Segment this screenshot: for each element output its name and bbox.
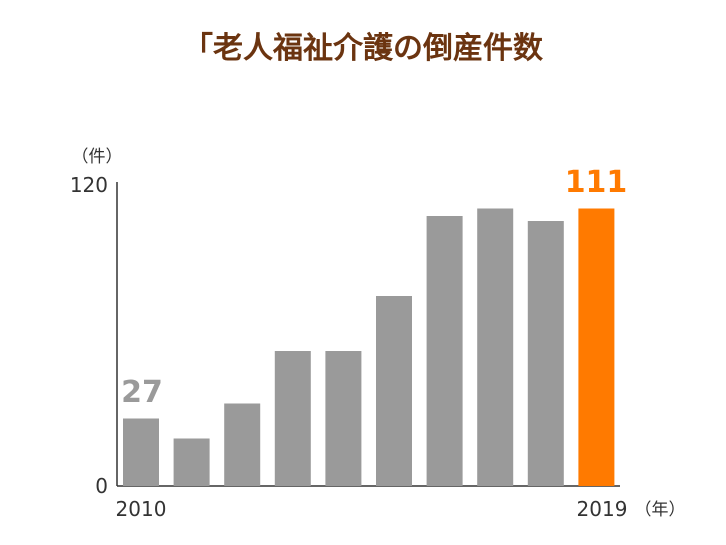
bar-2016	[426, 216, 463, 486]
data-label-first: 27	[121, 375, 163, 410]
bar-2017	[477, 208, 514, 486]
y-tick-max: 120	[70, 173, 108, 197]
data-label-last: 111	[565, 165, 628, 200]
bar-2014	[325, 351, 362, 486]
y-axis-unit: （件）	[72, 147, 123, 167]
bar-2013	[274, 351, 311, 486]
bar-2018	[527, 221, 564, 486]
bar-2012	[224, 403, 261, 486]
bar-2011	[173, 438, 210, 486]
bar-2010	[123, 418, 159, 486]
x-tick-first: 2010	[116, 497, 167, 521]
bars-group	[123, 208, 615, 486]
x-axis-unit: （年）	[635, 500, 686, 520]
chart-title: 「老人福祉介護の倒産件数	[183, 31, 544, 66]
y-tick-min: 0	[95, 474, 108, 498]
x-tick-last: 2019	[577, 497, 628, 521]
bar-2019	[578, 208, 615, 486]
bar-2015	[376, 296, 412, 486]
